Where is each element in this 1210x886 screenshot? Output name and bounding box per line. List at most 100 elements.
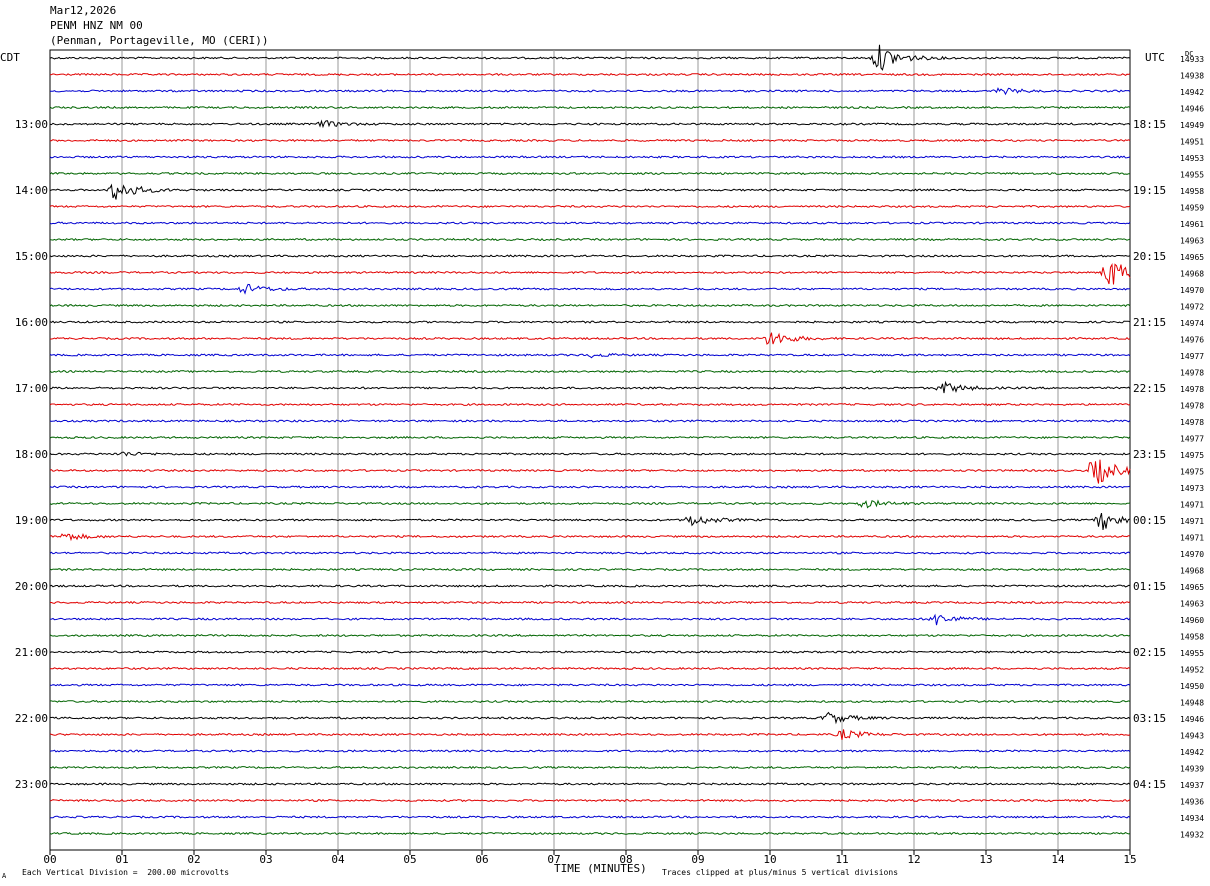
cdt-hour-label: 21:00 <box>15 646 48 659</box>
dc-offset-label: 14942 <box>1180 748 1204 757</box>
utc-hour-label: 02:15 <box>1133 646 1166 659</box>
x-tick-label: 04 <box>331 853 345 866</box>
dc-offset-label: 14936 <box>1180 798 1204 807</box>
dc-offset-label: 14948 <box>1180 699 1204 708</box>
seismic-trace <box>49 402 1131 407</box>
seismic-trace <box>49 72 1131 77</box>
seismic-trace <box>49 798 1131 803</box>
x-tick-label: 05 <box>403 853 416 866</box>
corner-mark: A <box>2 872 7 880</box>
utc-hour-label: 18:15 <box>1133 118 1166 131</box>
seismic-trace <box>49 613 1131 626</box>
cdt-hour-label: 20:00 <box>15 580 48 593</box>
seismic-trace <box>49 499 1131 509</box>
seismic-trace <box>49 254 1131 258</box>
dc-offset-label: 14963 <box>1180 600 1204 609</box>
dc-offset-label: 14978 <box>1180 418 1204 427</box>
dc-offset-label: 14970 <box>1180 550 1204 559</box>
dc-offset-label: 14958 <box>1180 633 1204 642</box>
dc-offset-label: 14933 <box>1180 55 1204 64</box>
cdt-hour-label: 13:00 <box>15 118 48 131</box>
seismic-trace <box>49 749 1131 753</box>
cdt-hour-label: 18:00 <box>15 448 48 461</box>
dc-offset-label: 14953 <box>1180 154 1204 163</box>
seismic-trace <box>49 584 1130 588</box>
dc-offset-label: 14932 <box>1180 831 1204 840</box>
dc-offset-label: 14942 <box>1180 88 1204 97</box>
seismic-trace <box>49 352 1131 359</box>
dc-offset-label: 14961 <box>1180 220 1204 229</box>
seismic-trace <box>49 263 1131 285</box>
seismic-trace <box>49 155 1131 159</box>
seismic-trace <box>49 44 1131 71</box>
utc-hour-label: 01:15 <box>1133 580 1166 593</box>
dc-offset-label: 14943 <box>1180 732 1204 741</box>
seismic-trace <box>49 435 1131 440</box>
x-tick-label: 12 <box>907 853 920 866</box>
x-tick-label: 03 <box>259 853 272 866</box>
seismic-trace <box>49 650 1131 654</box>
cdt-hour-label: 19:00 <box>15 514 48 527</box>
utc-hour-label: 20:15 <box>1133 250 1166 263</box>
seismic-trace <box>49 532 1131 542</box>
x-tick-label: 07 <box>547 853 560 866</box>
station-label: PENM HNZ NM 00 <box>50 19 143 32</box>
dc-offset-label: 14955 <box>1180 649 1204 658</box>
seismic-trace <box>49 451 1131 457</box>
dc-offset-label: 14939 <box>1180 765 1204 774</box>
x-tick-label: 00 <box>43 853 56 866</box>
dc-offset-label: 14950 <box>1180 682 1204 691</box>
seismic-trace <box>49 512 1131 530</box>
seismic-trace <box>49 729 1131 740</box>
seismic-trace <box>49 380 1131 394</box>
seismic-trace <box>49 303 1131 308</box>
seismic-trace <box>49 831 1131 836</box>
seismic-trace <box>49 815 1131 819</box>
utc-hour-label: 22:15 <box>1133 382 1166 395</box>
dc-offset-label: 14971 <box>1180 534 1204 543</box>
seismic-trace <box>49 183 1131 200</box>
seismic-trace <box>49 485 1131 489</box>
utc-hour-label: 21:15 <box>1133 316 1166 329</box>
utc-axis-label: UTC <box>1145 51 1165 64</box>
dc-offset-label: 14972 <box>1180 303 1204 312</box>
utc-hour-label: 23:15 <box>1133 448 1166 461</box>
dc-offset-label: 14937 <box>1180 781 1204 790</box>
dc-offset-label: 14973 <box>1180 484 1204 493</box>
dc-offset-label: 14934 <box>1180 814 1204 823</box>
dc-offset-label: 14971 <box>1180 517 1204 526</box>
x-axis-title: TIME (MINUTES) <box>554 862 647 875</box>
x-tick-label: 01 <box>115 853 128 866</box>
dc-offset-label: 14975 <box>1180 468 1204 477</box>
x-tick-label: 14 <box>1051 853 1065 866</box>
dc-offset-label: 14938 <box>1180 72 1204 81</box>
seismic-trace <box>49 138 1131 143</box>
dc-offset-label: 14977 <box>1180 352 1204 361</box>
cdt-hour-label: 23:00 <box>15 778 48 791</box>
seismic-trace <box>50 87 1131 96</box>
utc-hour-label: 03:15 <box>1133 712 1166 725</box>
cdt-hour-label: 22:00 <box>15 712 48 725</box>
seismic-trace <box>49 105 1131 110</box>
dc-offset-label: 14951 <box>1180 138 1204 147</box>
dc-offset-label: 14959 <box>1180 204 1204 213</box>
seismic-trace <box>49 119 1131 129</box>
dc-offset-label: 14955 <box>1180 171 1204 180</box>
x-tick-label: 10 <box>763 853 776 866</box>
dc-offset-label: 14975 <box>1180 451 1204 460</box>
dc-offset-label: 14968 <box>1180 270 1204 279</box>
dc-offset-label: 14970 <box>1180 286 1204 295</box>
seismic-trace <box>49 204 1131 209</box>
seismic-trace <box>49 782 1131 786</box>
dc-offset-label: 14946 <box>1180 105 1204 114</box>
utc-hour-label: 04:15 <box>1133 778 1166 791</box>
dc-offset-label: 14965 <box>1180 253 1204 262</box>
cdt-hour-label: 14:00 <box>15 184 48 197</box>
x-tick-label: 09 <box>691 853 704 866</box>
cdt-hour-label: 17:00 <box>15 382 48 395</box>
location-label: (Penman, Portageville, MO (CERI)) <box>50 34 269 47</box>
seismic-trace <box>50 600 1131 605</box>
dc-offset-label: 14971 <box>1180 501 1204 510</box>
seismic-trace <box>49 237 1131 242</box>
